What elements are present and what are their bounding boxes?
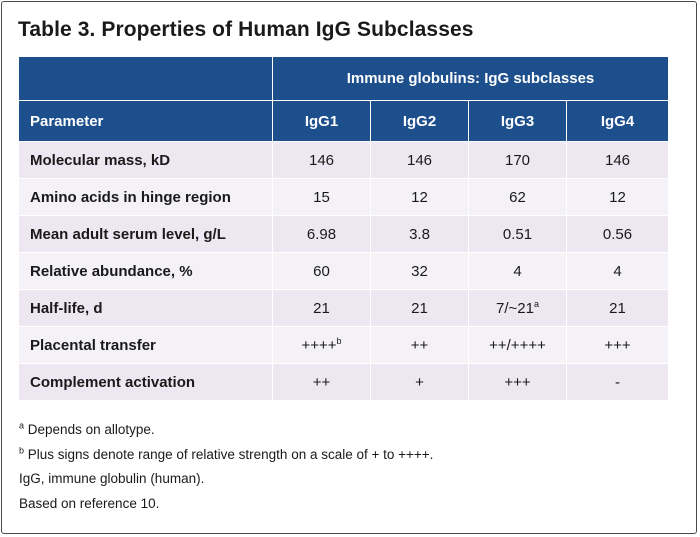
- row-label: Amino acids in hinge region: [18, 178, 273, 216]
- column-header-igg3: IgG3: [468, 100, 567, 142]
- table-cell: -: [566, 363, 669, 401]
- table-cell: 21: [566, 289, 669, 327]
- table-cell: 21: [272, 289, 371, 327]
- row-label: Mean adult serum level, g/L: [18, 215, 273, 253]
- column-header-igg4: IgG4: [566, 100, 669, 142]
- table-cell: ++: [370, 326, 469, 364]
- table-cell: +++: [566, 326, 669, 364]
- table-title: Table 3. Properties of Human IgG Subclas…: [18, 18, 474, 41]
- table-cell: ++/++++: [468, 326, 567, 364]
- table-cell: 146: [566, 141, 669, 179]
- footnotes: a Depends on allotype. b Plus signs deno…: [19, 418, 433, 516]
- group-header: Immune globulins: IgG subclasses: [272, 56, 669, 101]
- row-label: Molecular mass, kD: [18, 141, 273, 179]
- table-cell: 15: [272, 178, 371, 216]
- table-cell: 12: [370, 178, 469, 216]
- table-cell: 21: [370, 289, 469, 327]
- parameter-header: Parameter: [18, 100, 273, 142]
- table-cell: 32: [370, 252, 469, 290]
- row-label: Relative abundance, %: [18, 252, 273, 290]
- table-cell: 146: [272, 141, 371, 179]
- footnote-text: Plus signs denote range of relative stre…: [27, 446, 434, 462]
- footnote: b Plus signs denote range of relative st…: [19, 443, 433, 468]
- footnote-marker: b: [19, 445, 25, 455]
- table-row: Complement activation ++ + +++ -: [18, 363, 669, 401]
- abbreviation-note: IgG, immune globulin (human).: [19, 471, 205, 486]
- table-cell: 6.98: [272, 215, 371, 253]
- footnote: a Depends on allotype.: [19, 418, 433, 443]
- header-empty-cell: [18, 56, 273, 101]
- cell-value: 7/~21: [496, 299, 534, 317]
- table-row: Placental transfer ++++b ++ ++/++++ +++: [18, 326, 669, 364]
- table-cell: ++: [272, 363, 371, 401]
- table-cell: 4: [566, 252, 669, 290]
- table-row: Relative abundance, % 60 32 4 4: [18, 252, 669, 290]
- table-cell: 170: [468, 141, 567, 179]
- table-cell: +: [370, 363, 469, 401]
- row-label: Complement activation: [18, 363, 273, 401]
- table-cell: 146: [370, 141, 469, 179]
- table-row: Half-life, d 21 21 7/~21a 21: [18, 289, 669, 327]
- igg-subclasses-table: Immune globulins: IgG subclasses Paramet…: [18, 56, 669, 401]
- footnote-marker: a: [533, 298, 539, 309]
- table-cell: ++++b: [272, 326, 371, 364]
- footnote-marker: a: [19, 420, 25, 431]
- row-label: Half-life, d: [18, 289, 273, 327]
- column-header-igg1: IgG1: [272, 100, 371, 142]
- footnote-text: Depends on allotype.: [27, 422, 155, 437]
- table-row: Mean adult serum level, g/L 6.98 3.8 0.5…: [18, 215, 669, 253]
- cell-value: ++++: [301, 336, 337, 354]
- table-cell: 62: [468, 178, 567, 216]
- column-header-row: Parameter IgG1 IgG2 IgG3 IgG4: [18, 100, 669, 142]
- table-cell: 60: [272, 252, 371, 290]
- table-cell: +++: [468, 363, 567, 401]
- table-cell: 4: [468, 252, 567, 290]
- table-cell: 0.51: [468, 215, 567, 253]
- footnote-marker: b: [336, 335, 342, 346]
- table-cell: 7/~21a: [468, 289, 567, 327]
- table-cell: 0.56: [566, 215, 669, 253]
- column-header-igg2: IgG2: [370, 100, 469, 142]
- table-row: Amino acids in hinge region 15 12 62 12: [18, 178, 669, 216]
- table-row: Molecular mass, kD 146 146 170 146: [18, 141, 669, 179]
- table-cell: 12: [566, 178, 669, 216]
- group-header-row: Immune globulins: IgG subclasses: [18, 56, 669, 101]
- reference-note: Based on reference 10.: [19, 495, 160, 511]
- table-cell: 3.8: [370, 215, 469, 253]
- row-label: Placental transfer: [18, 326, 273, 364]
